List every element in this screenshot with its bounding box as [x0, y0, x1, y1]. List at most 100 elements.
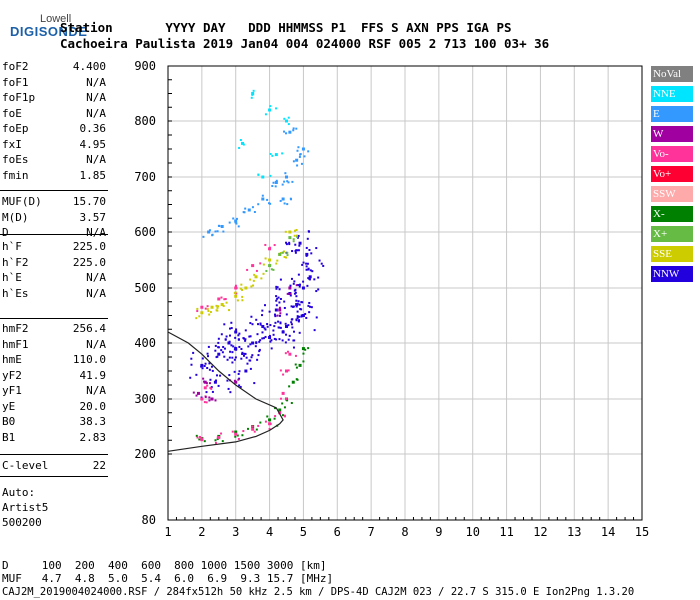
x-tick-label: 7: [368, 525, 375, 539]
y-tick-label: 400: [134, 336, 156, 350]
data-point: [234, 294, 238, 298]
param-value: 4.95: [79, 137, 107, 151]
data-point-echo: [293, 292, 296, 295]
data-point-echo: [245, 356, 248, 359]
data-point-echo: [292, 346, 295, 349]
data-point-echo: [235, 348, 238, 351]
data-point: [268, 247, 272, 251]
data-point-echo: [240, 283, 243, 286]
data-point-echo: [268, 202, 271, 205]
data-point-echo: [206, 305, 209, 308]
legend-item-vo: Vo+: [651, 166, 693, 182]
data-point-echo: [298, 315, 301, 318]
data-point-echo: [198, 435, 201, 438]
data-point-echo: [270, 347, 273, 350]
data-point-echo: [190, 363, 193, 366]
data-point-echo: [253, 273, 256, 276]
param-row-fmin: fmin 1.85: [2, 169, 106, 183]
data-point-echo: [306, 237, 309, 240]
data-point-echo: [302, 261, 305, 264]
data-point-echo: [233, 348, 236, 351]
data-point: [251, 264, 255, 268]
data-point-echo: [210, 386, 213, 389]
data-point-echo: [294, 243, 297, 246]
data-point-echo: [259, 339, 262, 342]
data-point-echo: [236, 434, 239, 437]
y-tick-label: 300: [134, 392, 156, 406]
data-point-echo: [293, 234, 296, 237]
data-point-echo: [274, 185, 277, 188]
data-point-echo: [298, 244, 301, 247]
data-point-echo: [234, 291, 237, 294]
data-point-echo: [226, 379, 229, 382]
x-tick-label: 2: [198, 525, 205, 539]
data-point-echo: [222, 345, 225, 348]
param-row-fof1p: foF1p N/A: [2, 91, 106, 105]
param-value: 225.0: [72, 255, 106, 269]
data-point-echo: [195, 317, 198, 320]
chart-grid: [167, 65, 643, 521]
data-point-echo: [284, 341, 287, 344]
series-sse: [195, 228, 298, 320]
data-point: [254, 275, 258, 279]
data-point-echo: [313, 329, 316, 332]
data-point-echo: [200, 365, 203, 368]
data-point-echo: [227, 387, 230, 390]
data-point-echo: [214, 399, 217, 402]
data-point-echo: [203, 440, 206, 443]
data-point-echo: [217, 337, 220, 340]
data-point-echo: [283, 180, 286, 183]
data-point-echo: [208, 399, 211, 402]
data-point-echo: [234, 336, 237, 339]
data-point-echo: [285, 313, 288, 316]
data-point-echo: [294, 229, 297, 232]
data-point-echo: [202, 377, 205, 380]
data-point-echo: [219, 374, 222, 377]
data-point-echo: [259, 421, 262, 424]
data-point-echo: [286, 203, 289, 206]
data-point-echo: [296, 315, 299, 318]
data-point-echo: [313, 278, 316, 281]
data-point: [261, 175, 265, 179]
data-point: [295, 158, 299, 162]
data-point-echo: [254, 345, 257, 348]
data-point: [244, 286, 248, 290]
data-point-echo: [241, 353, 244, 356]
data-point: [308, 275, 312, 279]
data-point-echo: [211, 390, 214, 393]
data-point-echo: [276, 286, 279, 289]
footer-muf-row: MUF 4.7 4.8 5.0 5.4 6.0 6.9 9.3 15.7 [MH…: [2, 572, 334, 585]
data-point-echo: [208, 382, 211, 385]
data-point-echo: [295, 319, 298, 322]
data-point-echo: [240, 347, 243, 350]
data-point-echo: [306, 262, 309, 265]
param-key: C-level: [2, 459, 49, 472]
param-value: 41.9: [79, 368, 107, 382]
data-point: [200, 305, 204, 309]
data-point-echo: [252, 284, 255, 287]
data-point: [295, 303, 299, 306]
data-point: [274, 153, 278, 157]
data-point-echo: [225, 301, 228, 304]
data-point-echo: [296, 378, 299, 381]
data-point-echo: [241, 295, 244, 298]
data-point: [213, 380, 217, 384]
data-point-echo: [278, 288, 281, 291]
data-point-echo: [264, 420, 267, 423]
data-point-echo: [207, 355, 210, 358]
data-point-echo: [214, 344, 217, 347]
param-row-hmf1: hmF1 N/A: [2, 338, 106, 352]
data-point-echo: [228, 221, 231, 224]
param-key: h`E: [2, 271, 22, 284]
data-point-echo: [246, 268, 249, 271]
data-point-echo: [275, 179, 278, 182]
param-key: yF2: [2, 368, 22, 382]
data-point-echo: [299, 153, 302, 156]
data-point-echo: [224, 298, 227, 301]
data-point: [203, 380, 207, 384]
data-point-echo: [295, 249, 298, 252]
data-point-echo: [281, 251, 284, 254]
data-point-echo: [286, 251, 289, 254]
data-point-echo: [306, 284, 309, 287]
x-tick-label: 3: [232, 525, 239, 539]
